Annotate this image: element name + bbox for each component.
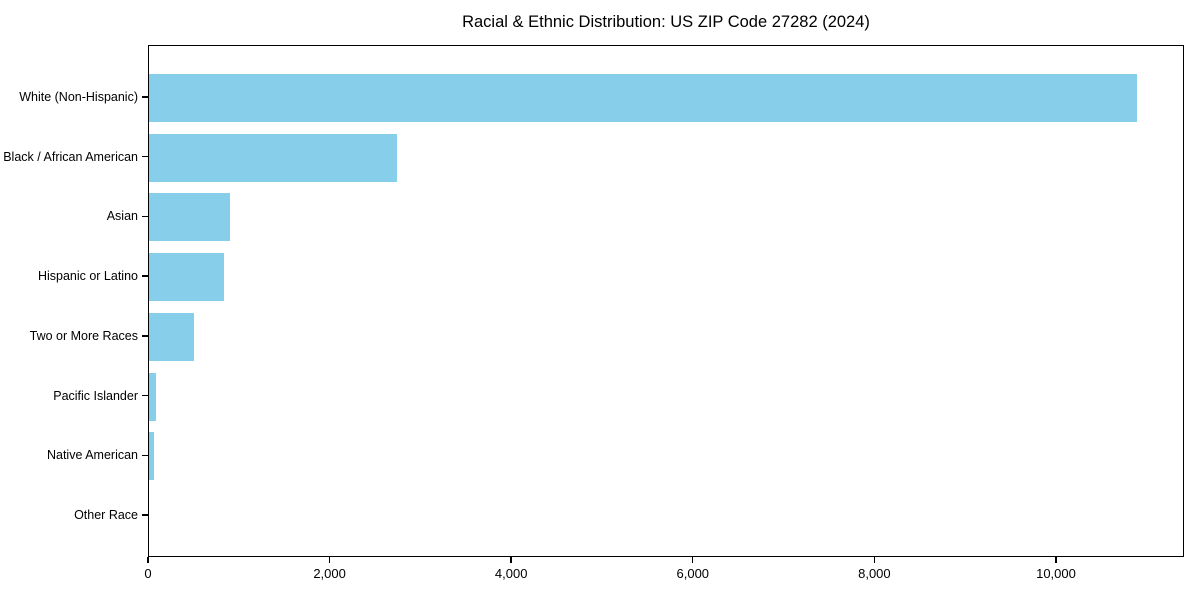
x-tick-label-0: 0 [144, 566, 152, 581]
x-tick-2000 [328, 557, 331, 563]
x-tick-label-10000: 10,000 [1036, 566, 1076, 581]
y-tick-label-native-american: Native American [46, 448, 138, 463]
x-tick-4000 [510, 557, 512, 563]
y-tick-label-other-race: Other Race [74, 507, 138, 522]
bar-pacific-islander [149, 372, 156, 421]
x-tick-label-6000: 6,000 [676, 566, 710, 581]
x-tick-8000 [873, 557, 876, 563]
bar-asian [149, 193, 230, 242]
y-tick-pacific-islander [142, 394, 148, 397]
y-tick-label-white-non-hispanic: White (Non-Hispanic) [19, 90, 138, 104]
y-tick-label-pacific-islander: Pacific Islander [53, 388, 138, 403]
plot-area [148, 45, 1184, 557]
x-tick-0 [147, 557, 149, 563]
y-tick-hispanic-or-latino [142, 275, 148, 277]
y-tick-white-non-hispanic [142, 96, 148, 98]
bar-black-african-american [149, 133, 397, 182]
bar-white-non-hispanic [149, 74, 1137, 122]
bar-native-american [149, 432, 154, 481]
x-tick-label-4000: 4,000 [494, 566, 528, 581]
chart-title: Racial & Ethnic Distribution: US ZIP Cod… [462, 13, 870, 31]
x-tick-6000 [692, 557, 694, 563]
y-tick-native-american [142, 454, 148, 456]
x-tick-label-2000: 2,000 [313, 566, 346, 581]
y-tick-asian [142, 215, 148, 218]
y-tick-black-african-american [142, 156, 148, 158]
y-tick-label-hispanic-or-latino: Hispanic or Latino [37, 269, 138, 284]
bar-hispanic-or-latino [149, 253, 225, 302]
y-tick-other-race [142, 514, 148, 516]
y-tick-label-black-african-american: Black / African American [3, 149, 138, 164]
x-tick-label-8000: 8,000 [858, 566, 891, 581]
y-tick-label-two-or-more-races: Two or More Races [29, 328, 138, 343]
bar-two-or-more-races [149, 312, 194, 361]
y-tick-label-asian: Asian [106, 209, 138, 224]
x-tick-10000 [1055, 557, 1057, 563]
y-tick-two-or-more-races [142, 335, 148, 337]
